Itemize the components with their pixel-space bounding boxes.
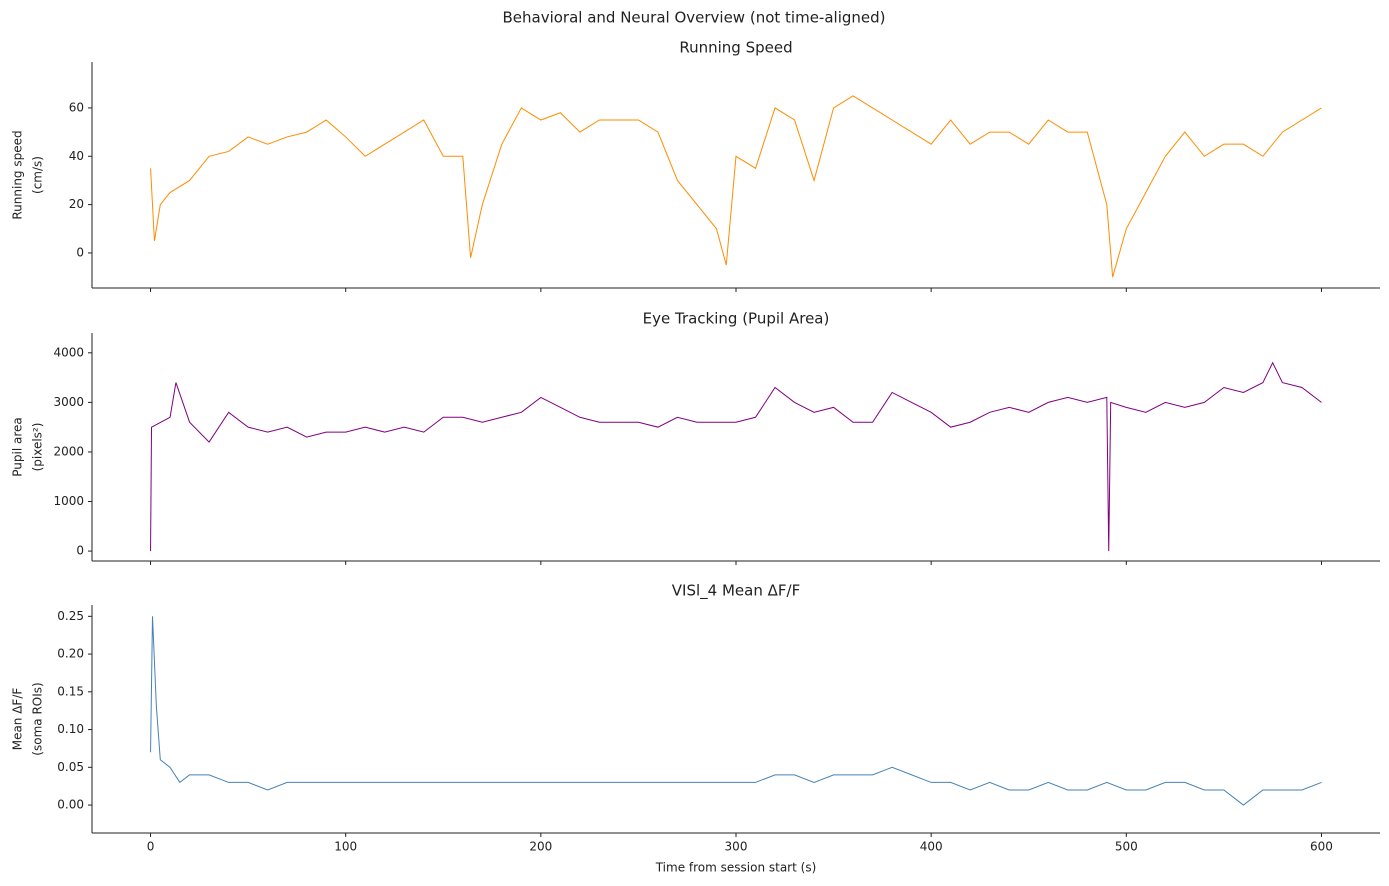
y-tick-label: 0.20	[57, 647, 84, 661]
y-tick-label: 20	[69, 197, 84, 211]
y-tick-label: 40	[69, 149, 84, 163]
x-axis-label: Time from session start (s)	[655, 861, 817, 875]
panel-title: VISl_4 Mean ΔF/F	[672, 582, 800, 601]
y-axis-label-line: Pupil area	[11, 417, 25, 477]
y-axis-label-line: (soma ROIs)	[31, 682, 45, 755]
y-tick-label: 2000	[53, 444, 84, 458]
y-axis-label: Pupil area (pixels²)	[11, 417, 45, 477]
y-axis-label-line: (cm/s)	[31, 156, 45, 194]
y-tick-label: 0.15	[57, 684, 84, 698]
y-axis-label: Running speed (cm/s)	[11, 130, 45, 219]
data-line	[150, 616, 1322, 806]
y-tick-label: 0.25	[57, 609, 84, 623]
y-tick-label: 0.00	[57, 798, 84, 812]
y-axis-label-line: (pixels²)	[31, 423, 45, 472]
x-tick-label: 200	[529, 840, 552, 854]
x-tick-label: 0	[147, 840, 155, 854]
data-line	[150, 361, 1322, 552]
panel-title: Eye Tracking (Pupil Area)	[643, 310, 830, 328]
y-axis-label: Mean ΔF/F (soma ROIs)	[11, 682, 45, 755]
y-tick-label: 1000	[53, 494, 84, 508]
y-tick-label: 60	[69, 100, 84, 114]
panel-title: Running Speed	[679, 39, 792, 57]
y-tick-label: 4000	[53, 345, 84, 359]
y-axis-label-line: Running speed	[11, 130, 25, 219]
y-tick-label: 0	[76, 544, 84, 558]
x-tick-label: 500	[1115, 840, 1138, 854]
y-tick-label: 0.05	[57, 760, 84, 774]
y-axis-label-line: Mean ΔF/F	[11, 688, 25, 751]
data-line	[150, 95, 1322, 278]
x-tick-label: 600	[1310, 840, 1333, 854]
x-tick-label: 400	[920, 840, 943, 854]
y-tick-label: 0	[76, 245, 84, 259]
x-tick-label: 100	[334, 840, 357, 854]
x-tick-label: 300	[725, 840, 748, 854]
y-tick-label: 0.10	[57, 722, 84, 736]
y-tick-label: 3000	[53, 395, 84, 409]
figure-title: Behavioral and Neural Overview (not time…	[502, 9, 885, 27]
